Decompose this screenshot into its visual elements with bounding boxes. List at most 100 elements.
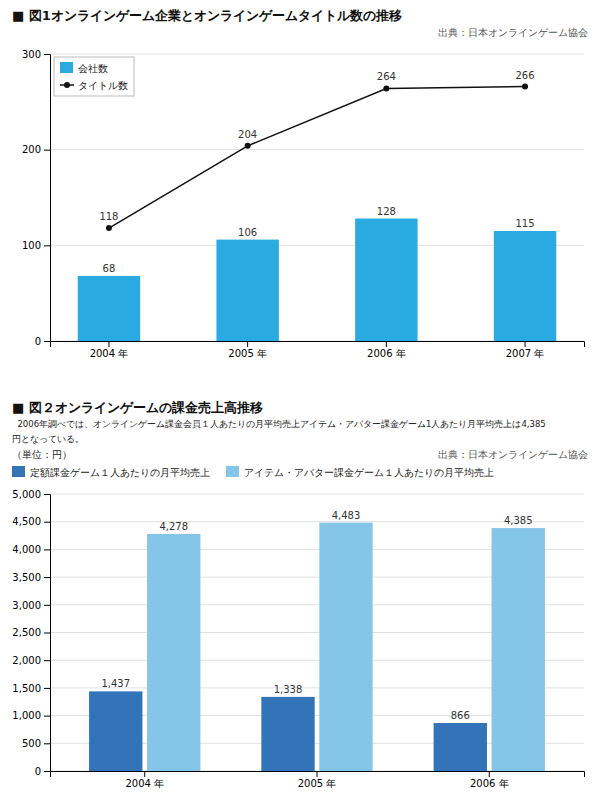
x-tick-label: 2006 年 [470, 778, 509, 789]
y-tick: 4,500 [12, 516, 50, 527]
grid-line [50, 54, 584, 55]
x-axis-line [51, 772, 585, 778]
y-tick: 4,000 [12, 544, 50, 555]
x-tick-label: 2004 年 [125, 778, 164, 789]
legend-swatch [64, 82, 70, 88]
line-marker [106, 225, 112, 231]
x-tick-label: 2005 年 [228, 348, 267, 359]
bar [355, 219, 417, 341]
description: 2006年調べでは、オンラインゲーム課金会員１人あたりの月平均売上アイテム・アバ… [12, 419, 546, 429]
line-marker [522, 84, 528, 90]
data-label: 106 [238, 227, 257, 238]
line-marker [245, 143, 251, 149]
y-axis: 0 500 1,000 1,500 2,000 2,500 3,000 3,500 4,000 4… [12, 489, 50, 777]
bar [319, 523, 372, 771]
data-label: 68 [103, 263, 116, 274]
data-label: 1,338 [274, 684, 303, 695]
y-tick-mark [44, 716, 50, 717]
data-label: 264 [377, 71, 396, 82]
bar [492, 528, 545, 771]
y-tick-mark [44, 660, 50, 661]
line [109, 87, 525, 229]
description: 円となっている。 [12, 434, 84, 444]
y-tick-label: 0 [35, 766, 41, 777]
legend-swatch [226, 466, 239, 477]
data-labels: 1,4371,3388664,2784,4834,385 [101, 510, 532, 721]
y-tick-mark [44, 245, 50, 246]
chart: ■ 図1オンラインゲーム企業とオンラインゲームタイトル数の推移出典：日本オンライ… [12, 8, 588, 359]
y-tick: 2,000 [12, 655, 50, 666]
y-tick-mark [44, 688, 50, 689]
y-tick-mark [44, 771, 50, 772]
line-marker [383, 85, 389, 91]
y-tick-label: 5,000 [12, 489, 41, 500]
bar [78, 276, 140, 341]
title: ■ 図２オンラインゲームの課金売上高推移 [12, 400, 263, 415]
x-tick-mark [525, 341, 526, 347]
x-tick-mark [108, 341, 109, 347]
legend-swatch [60, 62, 73, 73]
legend-item: タイトル数 [60, 80, 128, 91]
y-tick-label: 500 [22, 738, 41, 749]
data-label: 4,385 [504, 515, 533, 526]
data-labels: 68106128115118204264266 [99, 70, 534, 274]
x-tick: 2004 年 [90, 341, 129, 359]
y-tick: 2,500 [12, 627, 50, 638]
x-tick-mark [386, 341, 387, 347]
y-tick-mark [44, 54, 50, 55]
data-label: 118 [99, 211, 118, 222]
x-tick-label: 2006 年 [367, 348, 406, 359]
x-tick-mark [317, 771, 318, 777]
source: 出典：日本オンラインゲーム協会 [438, 449, 588, 460]
bar [89, 691, 142, 771]
y-tick: 3,000 [12, 600, 50, 611]
x-tick: 2006 年 [470, 771, 509, 789]
legend-item: 定額課金ゲーム１人あたりの月平均売上 [12, 466, 210, 478]
x-tick-label: 2005 年 [298, 778, 337, 789]
y-tick-mark [44, 494, 50, 495]
y-tick-label: 3,000 [12, 600, 41, 611]
x-tick-mark [247, 341, 248, 347]
marks [89, 523, 545, 771]
legend-box [54, 57, 134, 96]
x-tick-label: 2004 年 [90, 348, 129, 359]
y-tick-label: 0 [35, 336, 41, 347]
y-tick-mark [44, 577, 50, 578]
grid [50, 494, 584, 771]
grid-line [50, 149, 584, 150]
y-tick-label: 300 [22, 49, 41, 60]
x-axis: 2004 年2005 年2006 年2007 年 [51, 341, 585, 359]
data-label: 4,483 [332, 510, 361, 521]
x-tick: 2006 年 [367, 341, 406, 359]
y-tick-mark [44, 605, 50, 606]
y-tick-label: 3,500 [12, 572, 41, 583]
y-tick-label: 1,000 [12, 710, 41, 721]
y-tick-label: 200 [22, 144, 41, 155]
y-tick-label: 4,000 [12, 544, 41, 555]
x-tick-mark [144, 771, 145, 777]
title: ■ 図1オンラインゲーム企業とオンラインゲームタイトル数の推移 [12, 8, 402, 23]
marks [78, 84, 557, 341]
x-axis: 2004 年 2005 年 2006 年 [51, 771, 585, 789]
y-tick-mark [44, 341, 50, 342]
y-tick: 5,000 [12, 489, 50, 500]
chart: ■ 図２オンラインゲームの課金売上高推移 2006年調べでは、オンラインゲーム課… [12, 400, 588, 789]
y-tick: 200 [22, 144, 50, 155]
legend-item: アイテム・アバター課金ゲーム１人あたりの月平均売上 [226, 466, 494, 478]
legend-item: 会社数 [60, 62, 108, 74]
x-axis-line [51, 342, 585, 348]
y-tick-mark [44, 522, 50, 523]
y-tick-mark [44, 743, 50, 744]
y-tick: 1,500 [12, 683, 50, 694]
y-tick: 3,500 [12, 572, 50, 583]
y-tick: 500 [22, 738, 50, 749]
y-tick: 0 [35, 336, 50, 347]
legend-label: タイトル数 [78, 80, 128, 91]
y-tick-mark [44, 150, 50, 151]
y-axis-line [44, 495, 51, 772]
y-tick-mark [44, 633, 50, 634]
bar [216, 240, 278, 341]
legend-label: 会社数 [78, 63, 108, 74]
y-tick: 300 [22, 49, 50, 60]
source: 出典：日本オンラインゲーム協会 [438, 27, 588, 38]
